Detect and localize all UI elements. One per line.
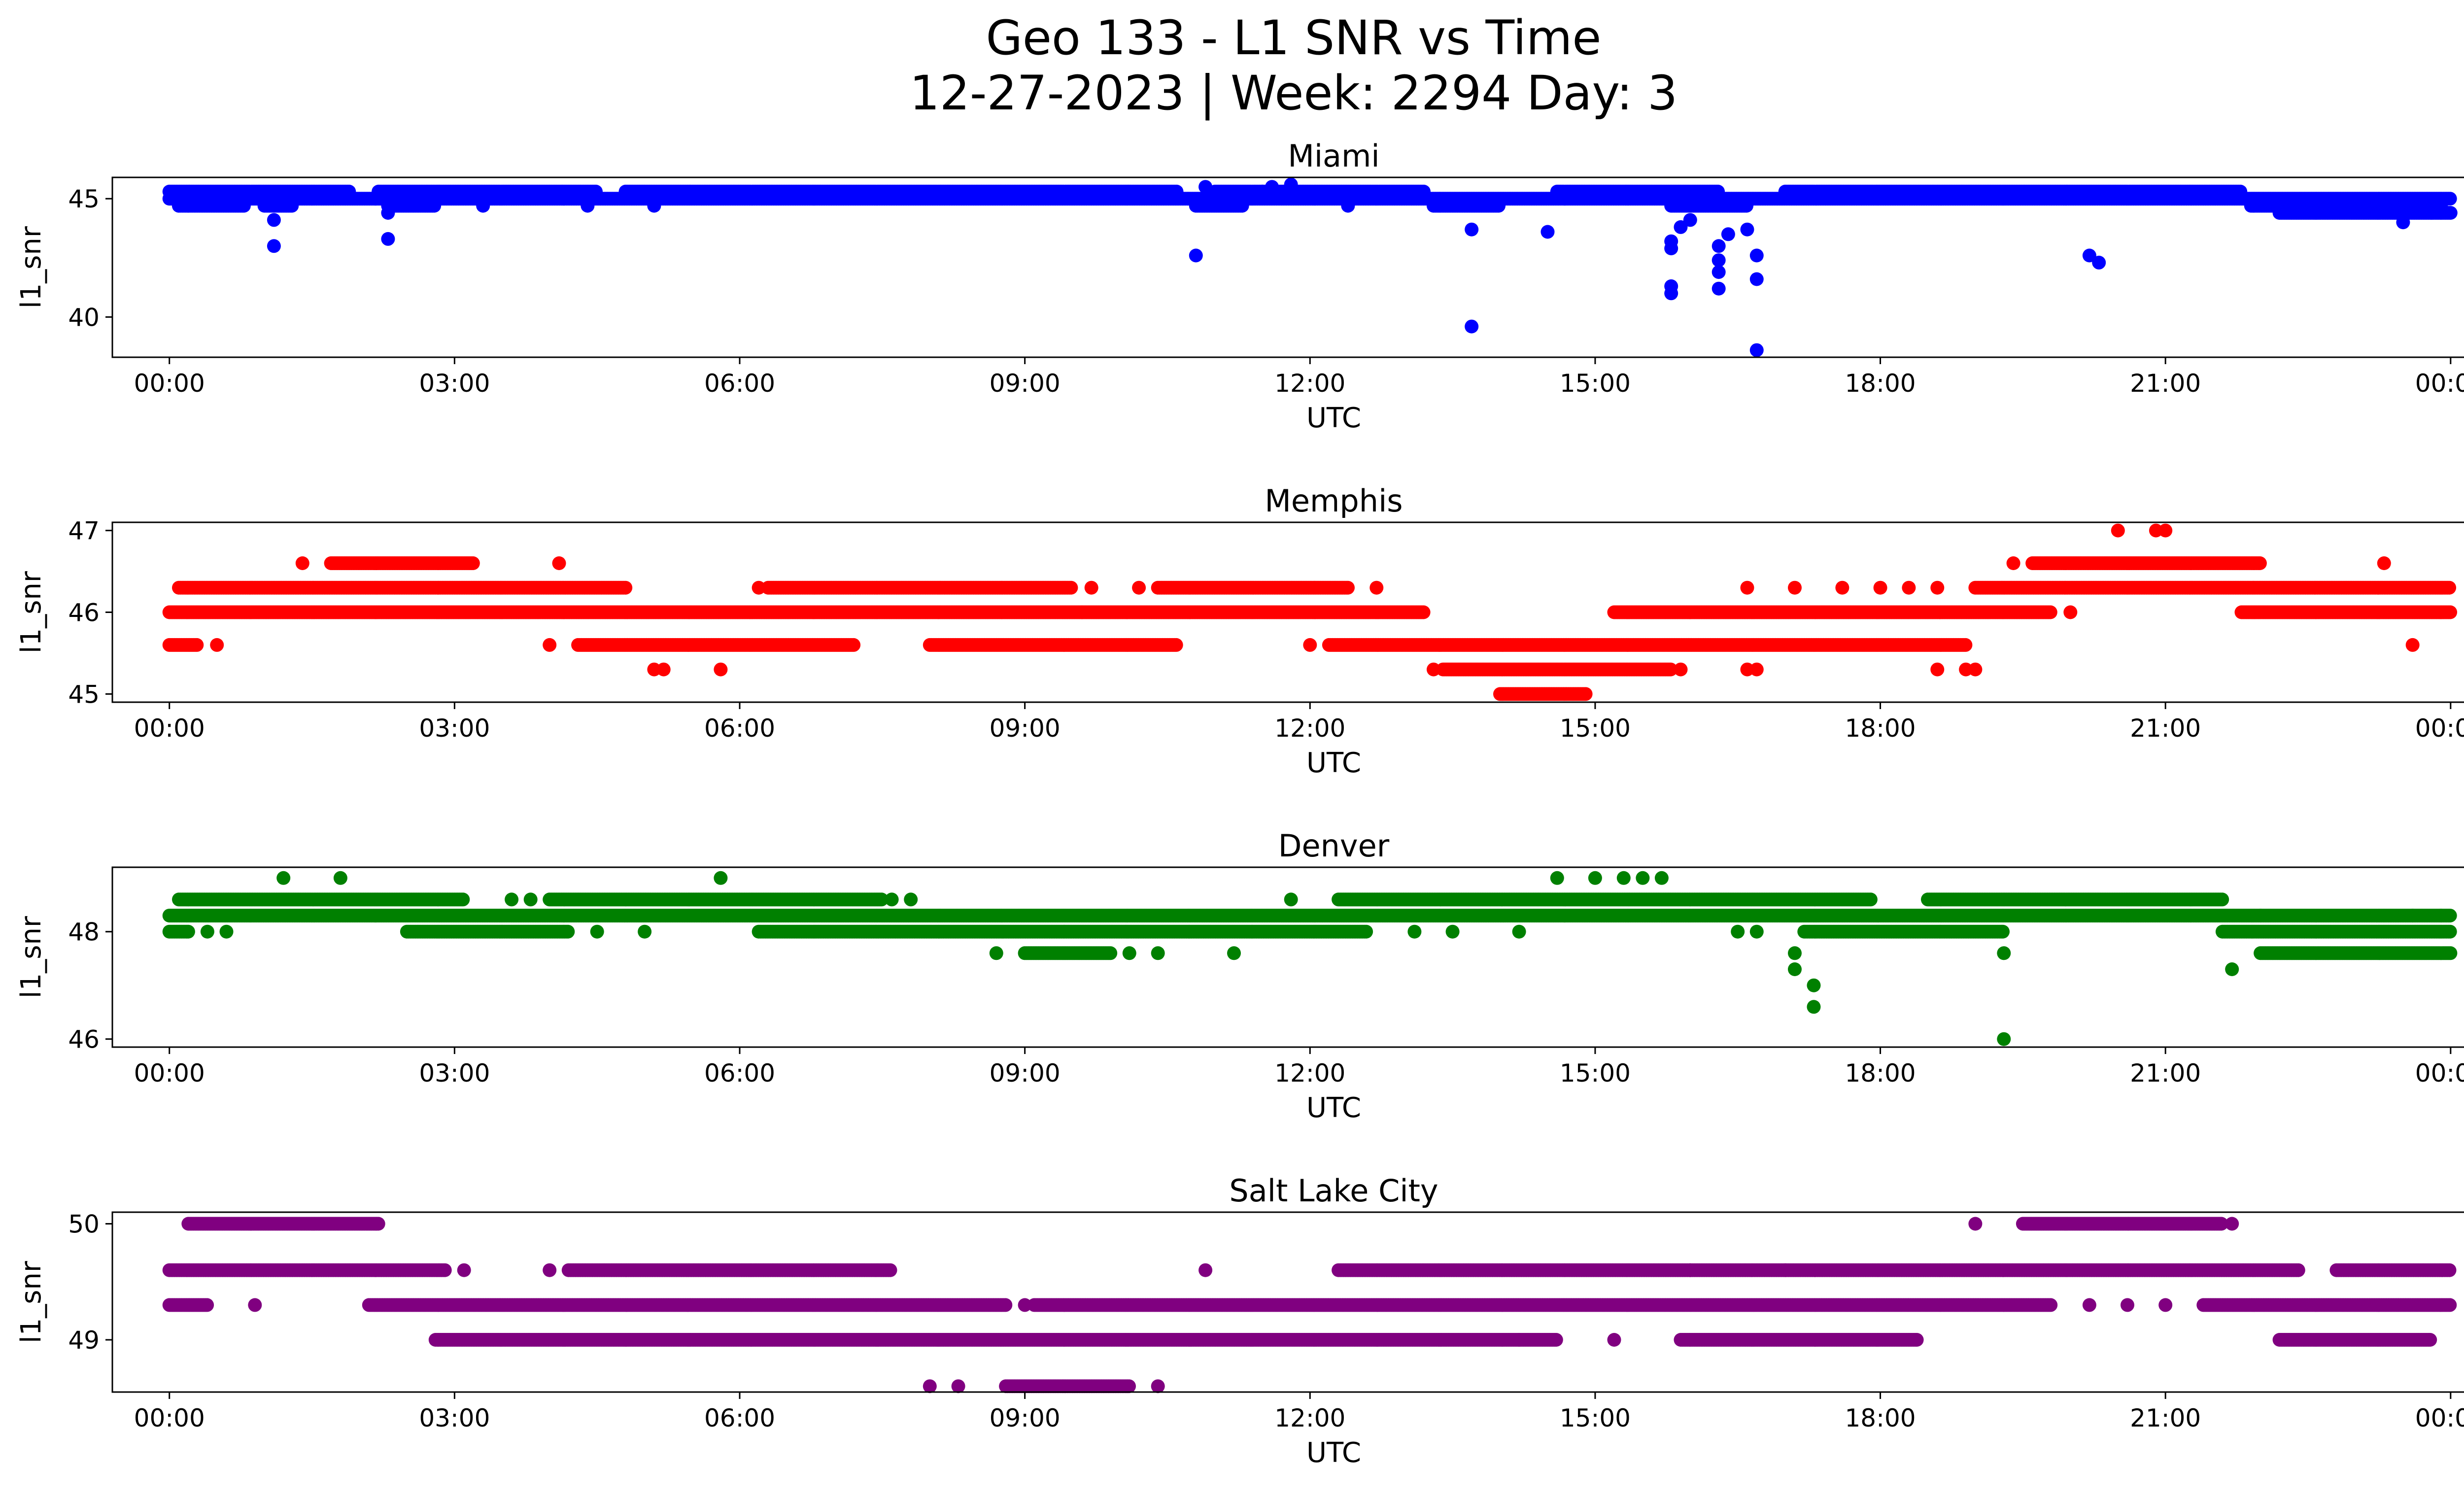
data-point bbox=[1417, 606, 1431, 619]
x-tick-label: 12:00 bbox=[1274, 369, 1345, 398]
data-point bbox=[1711, 185, 1725, 199]
x-axis-label: UTC bbox=[1306, 402, 1361, 434]
data-point bbox=[1664, 241, 1678, 255]
data-point bbox=[1170, 185, 1184, 199]
data-point bbox=[285, 199, 299, 213]
x-tick-label: 15:00 bbox=[1560, 369, 1631, 398]
data-point bbox=[1712, 265, 1726, 279]
data-point bbox=[1235, 199, 1249, 213]
data-point bbox=[2443, 606, 2457, 619]
data-point bbox=[1064, 581, 1078, 595]
data-point bbox=[1465, 320, 1478, 334]
data-point bbox=[1465, 223, 1478, 237]
data-point bbox=[1417, 185, 1431, 199]
data-point bbox=[1284, 177, 1298, 191]
data-point bbox=[589, 185, 603, 199]
data-point bbox=[381, 232, 395, 246]
data-point bbox=[1341, 199, 1355, 213]
data-point bbox=[1492, 199, 1506, 213]
y-tick-label: 45 bbox=[68, 185, 100, 213]
data-point bbox=[2444, 206, 2458, 220]
data-point bbox=[2396, 215, 2410, 229]
figure-title-line1: Geo 133 - L1 SNR vs Time bbox=[986, 10, 1602, 66]
data-point bbox=[1741, 223, 1754, 237]
data-point bbox=[476, 199, 490, 213]
data-point bbox=[190, 638, 204, 652]
figure-title-line2: 12-27-2023 | Week: 2294 Day: 3 bbox=[910, 66, 1678, 121]
x-tick-label: 00:00 bbox=[2415, 369, 2464, 398]
data-point bbox=[427, 199, 441, 213]
x-tick-label: 21:00 bbox=[2130, 369, 2201, 398]
data-point bbox=[581, 199, 594, 213]
data-point bbox=[618, 581, 632, 595]
data-point bbox=[647, 199, 661, 213]
data-point bbox=[237, 199, 251, 213]
y-axis-label: l1_snr bbox=[15, 226, 47, 308]
data-point bbox=[847, 638, 860, 652]
data-point bbox=[1750, 249, 1764, 263]
data-point bbox=[1740, 199, 1753, 213]
data-point bbox=[1712, 239, 1726, 253]
x-tick-label: 09:00 bbox=[990, 369, 1061, 398]
data-point bbox=[2092, 256, 2106, 270]
subplot-title: Miami bbox=[1288, 138, 1379, 174]
data-point bbox=[1198, 180, 1212, 194]
data-point bbox=[2044, 606, 2057, 619]
data-point bbox=[1683, 213, 1697, 227]
data-point bbox=[1256, 185, 1269, 199]
data-point bbox=[381, 206, 395, 220]
x-tick-label: 06:00 bbox=[704, 369, 775, 398]
data-point bbox=[172, 199, 186, 213]
data-point bbox=[2442, 581, 2456, 595]
x-tick-label: 03:00 bbox=[419, 369, 490, 398]
x-tick-label: 00:00 bbox=[134, 369, 205, 398]
data-point bbox=[1721, 227, 1735, 241]
data-point bbox=[267, 213, 281, 227]
subplot-title: Memphis bbox=[1265, 483, 1403, 519]
y-tick-label: 40 bbox=[68, 303, 100, 332]
data-point bbox=[1712, 282, 1726, 296]
data-point bbox=[1341, 581, 1355, 595]
data-point bbox=[1712, 253, 1726, 267]
x-tick-label: 18:00 bbox=[1845, 369, 1916, 398]
data-point bbox=[2233, 185, 2247, 199]
data-point bbox=[2425, 206, 2438, 220]
data-point bbox=[1189, 249, 1203, 263]
data-point bbox=[1750, 343, 1764, 357]
data-point bbox=[1541, 225, 1555, 239]
data-point bbox=[342, 185, 356, 199]
data-point bbox=[267, 239, 281, 253]
data-point bbox=[1750, 272, 1764, 286]
data-point bbox=[1664, 286, 1678, 300]
